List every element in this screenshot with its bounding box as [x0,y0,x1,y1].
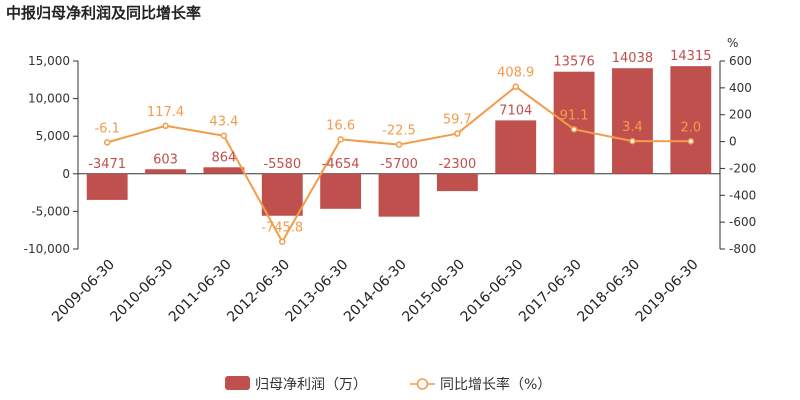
growth-rate-point [512,83,519,90]
growth-rate-point [220,132,228,139]
line-value-label: 59.7 [443,113,472,128]
chart-title: 中报归母净利润及同比增长率 [6,4,202,22]
bar-value-label: 14038 [612,51,653,66]
growth-rate-point [687,138,695,145]
y-left-tick-label: 15,000 [28,54,70,68]
line-value-label: 3.4 [622,120,643,135]
line-value-label: -745.8 [261,221,303,236]
line-value-label: 117.4 [147,105,184,120]
y-left-tick-label: 5,000 [36,129,70,143]
line-value-label: 43.4 [209,115,238,130]
bar-value-label: 603 [153,152,178,167]
y-right-tick-label: -400 [729,188,756,202]
bar [495,120,537,174]
y-left-tick-label: -10,000 [24,242,70,256]
bar [436,173,478,192]
growth-rate-point [337,136,344,143]
line-value-label: 2.0 [680,120,701,135]
bar-value-label: -4654 [322,157,360,172]
bar [553,71,595,174]
y-right-tick-label: 0 [729,135,737,149]
y-left-tick-label: 10,000 [28,92,70,106]
line-value-label: -22.5 [382,124,416,139]
growth-rate-point [395,141,403,148]
bar [203,167,245,174]
line-value-label: 16.6 [326,118,355,133]
growth-rate-point [629,137,636,145]
bar [86,173,128,200]
y-right-tick-label: -800 [729,242,756,256]
x-tick-label: 2019-06-30 [633,257,702,326]
y-left-tick-label: 0 [62,167,70,181]
bar-value-label: 14315 [670,49,711,64]
bar-value-label: -3471 [88,157,126,172]
growth-rate-point [570,126,578,133]
bar-value-label: 864 [211,150,236,165]
line-value-label: -6.1 [94,121,119,136]
legend-line-label: 同比增长率（%） [440,376,551,393]
legend-bar-label: 归母净利润（万） [255,376,367,393]
y-right-tick-label: 200 [729,108,752,122]
y-right-unit: % [727,36,738,50]
growth-rate-point [454,130,461,137]
legend-line-marker [416,378,429,390]
bar [320,173,362,209]
bar [378,173,420,217]
growth-rate-point [162,122,169,130]
bar [670,66,712,174]
growth-rate-point [279,238,286,245]
bar-value-label: -2300 [438,157,476,172]
y-right-tick-label: -200 [729,161,756,175]
bar-value-label: -5580 [263,157,301,172]
y-left-tick-label: -5,000 [31,204,70,218]
bar [261,173,303,216]
bar [145,169,186,174]
y-right-tick-label: 400 [729,81,752,95]
bar-value-label: -5700 [380,157,418,172]
legend-bar-swatch [225,376,250,390]
y-right-tick-label: 600 [729,54,752,68]
line-value-label: 408.9 [497,66,534,81]
growth-rate-point [103,139,111,146]
bar-value-label: 7104 [499,103,532,118]
bar-value-label: 13576 [553,55,594,70]
bar [612,68,653,174]
y-right-tick-label: -600 [729,215,756,229]
line-value-label: 91.1 [560,108,589,123]
